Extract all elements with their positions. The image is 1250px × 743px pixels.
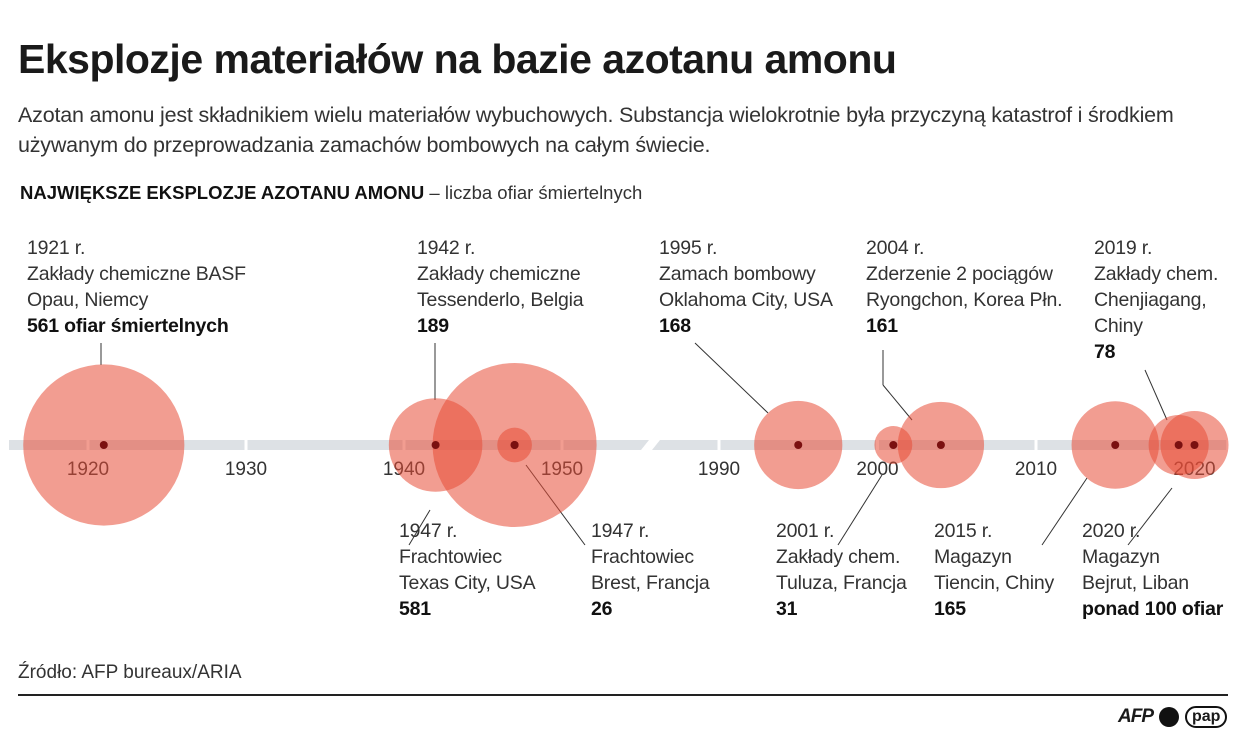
label-1995: 1995 r. Zamach bombowy Oklahoma City, USA 1… [659, 235, 833, 339]
event-value: 31 [776, 598, 798, 620]
leader-line [694, 342, 769, 414]
bubble-center-dot [431, 441, 440, 449]
bubble-center-dot [1174, 441, 1183, 449]
event-text: Zakłady chem. [1094, 263, 1219, 285]
subtitle: Azotan amonu jest składnikiem wielu mate… [18, 103, 1174, 157]
event-text: Bejrut, Liban [1082, 572, 1189, 594]
event-text: Zakłady chemiczne BASF [27, 263, 246, 285]
event-text: 1942 r. [417, 237, 476, 259]
event-value: 161 [866, 315, 898, 337]
page-title: Eksplozje materiałów na bazie azotanu am… [18, 36, 897, 82]
leader-line [882, 384, 913, 421]
event-text: Magazyn [1082, 546, 1160, 568]
afp-logo-dot-icon [1159, 707, 1179, 727]
event-text: 2001 r. [776, 520, 835, 542]
event-text: Frachtowiec [591, 546, 694, 568]
label-1921: 1921 r. Zakłady chemiczne BASF Opau, Niemc… [27, 235, 246, 339]
bubble-center-dot [794, 441, 803, 449]
axis-tick-label: 1930 [225, 459, 267, 480]
timeline-chart: 19201930194019501990200020102020 [9, 342, 1229, 546]
label-1947-texas: 1947 r. Frachtowiec Texas City, USA 581 [399, 518, 536, 622]
axis-tick-label: 1990 [698, 459, 740, 480]
afp-logo: AFP [1118, 706, 1154, 727]
axis-tick-gap [1034, 439, 1038, 451]
event-text: Chiny [1094, 315, 1143, 337]
event-value: 561 ofiar śmiertelnych [27, 315, 229, 337]
event-text: 1947 r. [399, 520, 458, 542]
event-text: 1995 r. [659, 237, 718, 259]
axis-tick-label: 2000 [856, 459, 898, 480]
event-text: Ryongchon, Korea Płn. [866, 289, 1063, 311]
logos: AFP pap [1118, 706, 1228, 728]
chart-heading-bold: NAJWIĘKSZE EKSPLOZJE AZOTANU AMONU [20, 182, 425, 203]
event-text: 1921 r. [27, 237, 86, 259]
event-text: Tuluza, Francja [776, 572, 907, 594]
event-text: Chenjiagang, [1094, 289, 1207, 311]
event-text: Magazyn [934, 546, 1012, 568]
chart-heading-rest: – liczba ofiar śmiertelnych [424, 182, 643, 203]
event-value: 26 [591, 598, 613, 620]
axis-tick-gap [244, 439, 248, 451]
axis-tick-label: 2010 [1015, 459, 1057, 480]
event-value: 189 [417, 315, 449, 337]
event-text: 1947 r. [591, 520, 650, 542]
footer-divider [18, 694, 1228, 696]
label-1942: 1942 r. Zakłady chemiczne Tessenderlo, Bel… [417, 235, 584, 339]
bubble-center-dot [1190, 441, 1199, 449]
label-2020: 2020 r. Magazyn Bejrut, Liban ponad 100 ofi… [1082, 518, 1223, 622]
leader-line [837, 474, 883, 546]
bubble-center-dot [936, 441, 945, 449]
label-1947-brest: 1947 r. Frachtowiec Brest, Francja 26 [591, 518, 710, 622]
bubble-center-dot [889, 441, 898, 449]
event-text: Frachtowiec [399, 546, 502, 568]
pap-logo: pap [1185, 706, 1228, 728]
event-text: Opau, Niemcy [27, 289, 149, 311]
event-text: Brest, Francja [591, 572, 710, 594]
event-text: 2015 r. [934, 520, 993, 542]
label-2019: 2019 r. Zakłady chem. Chenjiagang, Chiny 78 [1094, 235, 1218, 365]
label-2004: 2004 r. Zderzenie 2 pociągów Ryongchon, Ko… [866, 235, 1063, 339]
event-text: Zakłady chemiczne [417, 263, 581, 285]
event-value: 581 [399, 598, 431, 620]
event-text: Zderzenie 2 pociągów [866, 263, 1053, 285]
label-2015: 2015 r. Magazyn Tiencin, Chiny 165 [934, 518, 1054, 622]
event-text: Texas City, USA [399, 572, 536, 594]
bubble-center-dot [99, 441, 108, 449]
event-text: Tiencin, Chiny [934, 572, 1055, 594]
event-value: 78 [1094, 341, 1116, 363]
source-note: Źródło: AFP bureaux/ARIA [18, 662, 242, 683]
event-text: Zakłady chem. [776, 546, 901, 568]
chart-heading: NAJWIĘKSZE EKSPLOZJE AZOTANU AMONU – lic… [20, 182, 642, 204]
axis-tick-gap [717, 439, 721, 451]
event-text: Oklahoma City, USA [659, 289, 833, 311]
event-text: Zamach bombowy [659, 263, 816, 285]
event-text: Tessenderlo, Belgia [417, 289, 584, 311]
event-value: 165 [934, 598, 966, 620]
leader-line [408, 509, 431, 546]
event-text: 2004 r. [866, 237, 925, 259]
bubble-center-dot [510, 441, 519, 449]
bubble-center-dot [1111, 441, 1120, 449]
event-text: 2020 r. [1082, 520, 1141, 542]
leader-line [1144, 369, 1168, 421]
label-2001: 2001 r. Zakłady chem. Tuluza, Francja 31 [776, 518, 907, 622]
event-value: ponad 100 ofiar [1082, 598, 1224, 620]
event-text: 2019 r. [1094, 237, 1153, 259]
leader-line [1127, 487, 1173, 546]
leader-line [1041, 477, 1088, 546]
event-value: 168 [659, 315, 691, 337]
